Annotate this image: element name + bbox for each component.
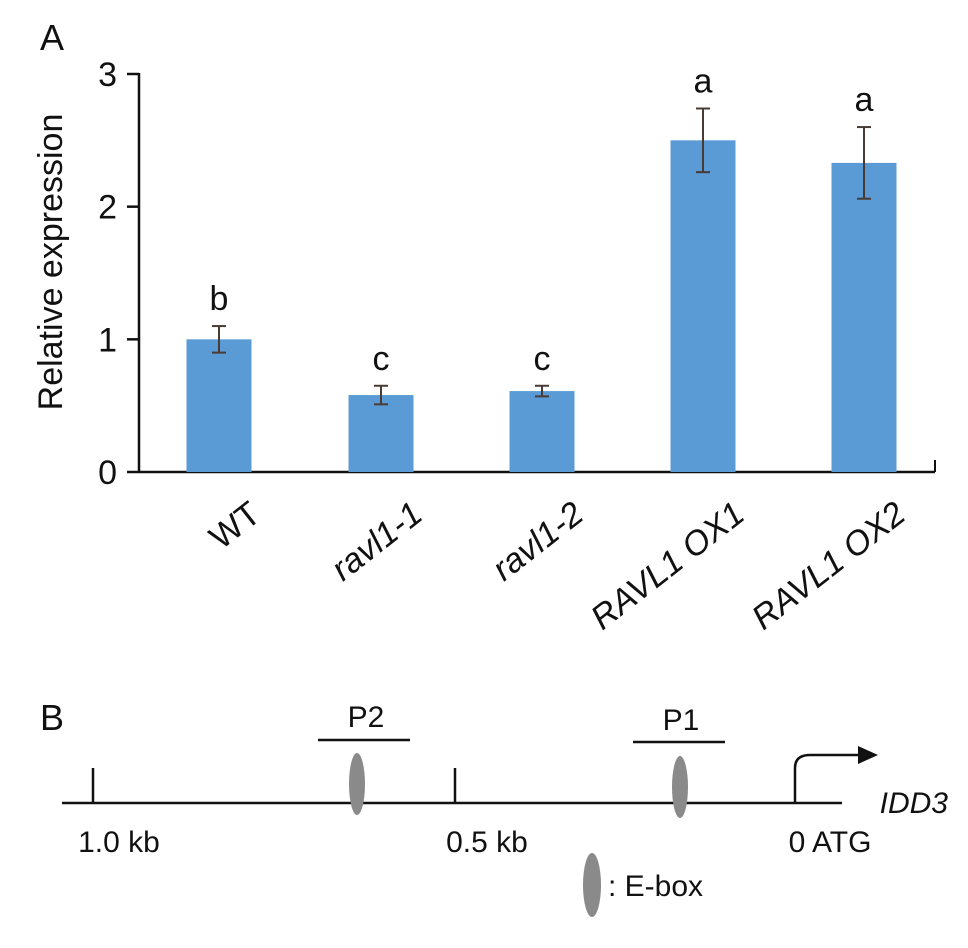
bar [186,339,252,472]
bar [670,140,736,473]
scale-label-1kb: 1.0 kb [78,826,160,859]
panel-a-label: A [40,17,64,58]
y-tick-label: 1 [98,321,117,359]
category-label: ravl1-2 [485,494,590,588]
bar [509,391,575,472]
significance-letter: c [534,340,551,378]
significance-letter: a [855,81,874,119]
y-axis-label: Relative expression [32,114,70,411]
ebox-p2 [349,753,365,815]
legend-ebox-icon [583,853,601,917]
probe-p2-label: P2 [348,701,385,734]
category-label: WT [203,494,268,556]
panel-b-label: B [40,697,64,738]
tss-arrow [793,753,862,803]
probe-p1-label: P1 [663,704,700,737]
bar-chart: 0 1 2 3 b WT c ravl1-1 c ravl1-2 a RAVL1 OX1 a RAVL1 … [98,56,936,637]
scale-label-atg: 0 ATG [789,826,872,859]
y-tick-label: 2 [98,189,117,227]
gene-label: IDD3 [880,787,949,820]
significance-letter: a [694,62,713,100]
category-label: ravl1-1 [324,494,429,588]
y-tick-label: 3 [98,56,117,94]
scale-label-05kb: 0.5 kb [446,826,528,859]
bar [831,162,897,473]
legend-label: : E-box [608,870,703,903]
tss-arrowhead [858,746,878,764]
y-tick-label: 0 [98,454,117,492]
bar [348,395,414,472]
significance-letter: c [373,340,390,378]
significance-letter: b [210,280,229,318]
category-label: RAVL1 OX1 [584,494,752,637]
ebox-p1 [672,756,688,818]
category-label: RAVL1 OX2 [745,494,913,637]
